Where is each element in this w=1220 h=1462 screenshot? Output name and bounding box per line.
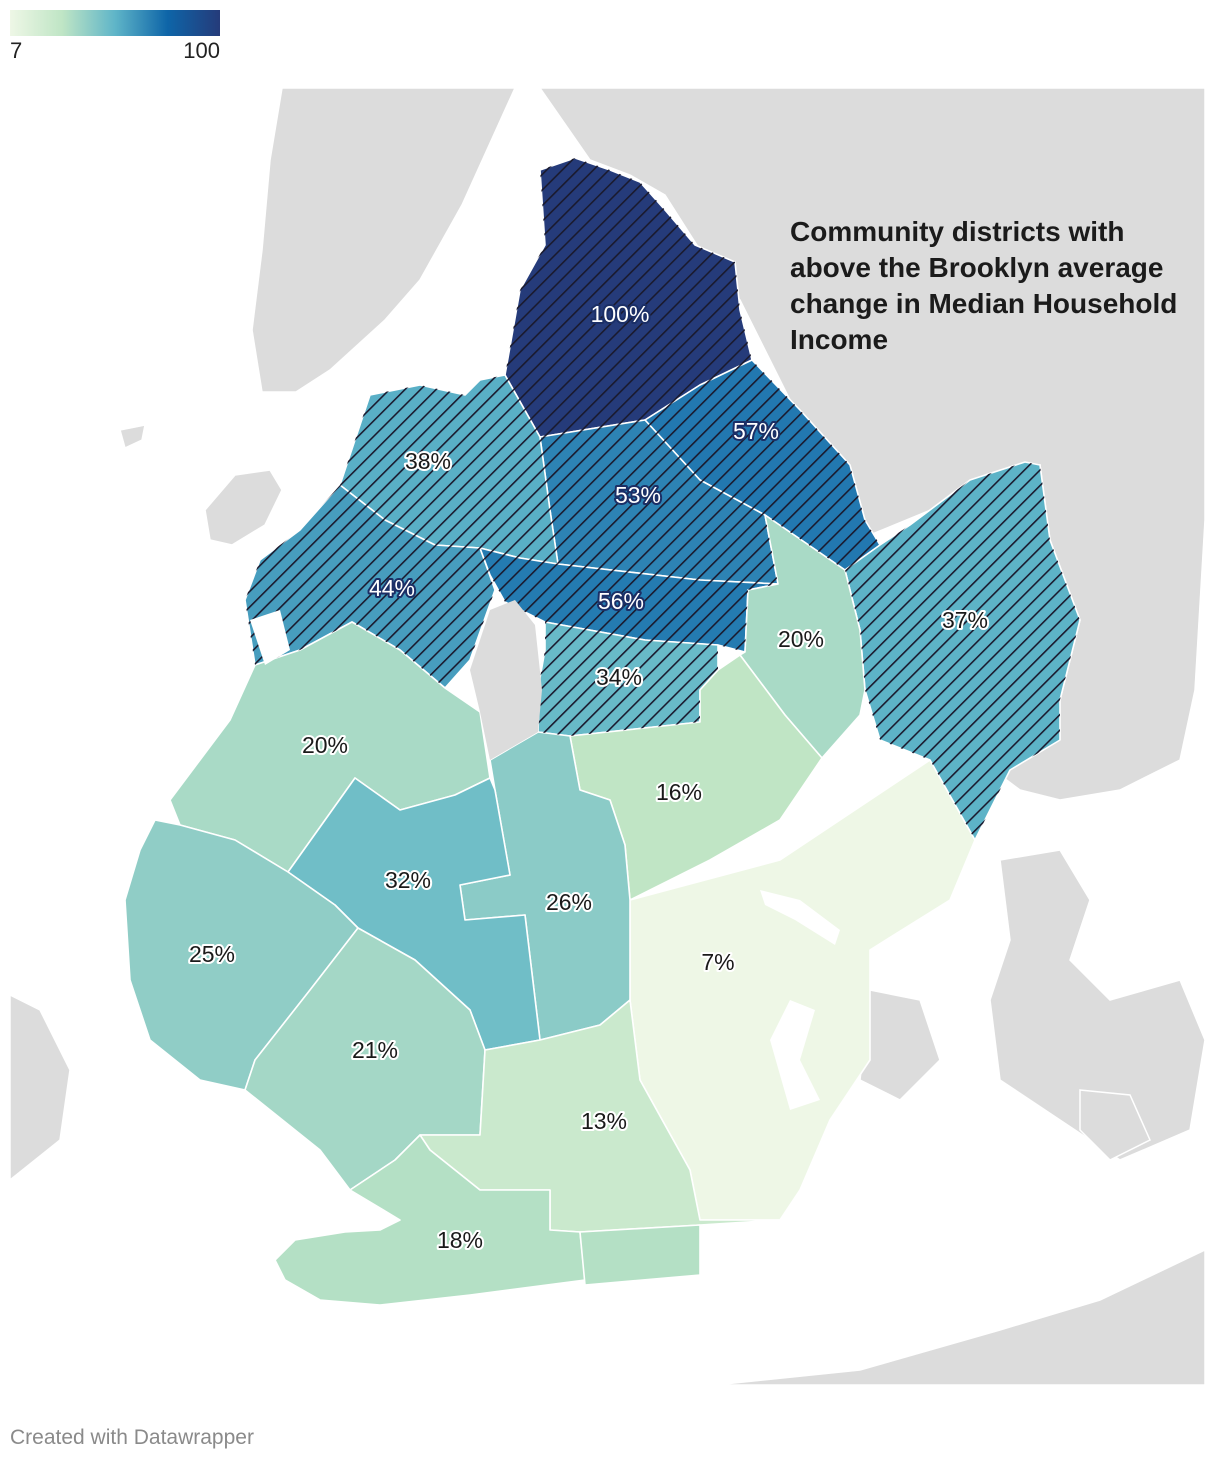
color-legend: 7 100 — [10, 10, 220, 63]
staten-island-land — [9, 993, 71, 1182]
district-label-sunset-park: 20% — [302, 732, 348, 758]
hatch-crown-heights-north — [480, 548, 778, 652]
above-average-hatching — [245, 158, 1080, 840]
hatch-downtown-brooklyn — [340, 375, 558, 564]
district-label-flatbush: 26% — [546, 889, 592, 915]
district-brownsville[interactable] — [739, 514, 866, 759]
hatch-park-slope — [245, 485, 495, 688]
district-label-downtown-brooklyn: 38% — [405, 448, 451, 474]
small-island — [119, 424, 146, 450]
legend-max-label: 100 — [183, 38, 220, 63]
district-label-bay-ridge: 25% — [189, 941, 235, 967]
district-label-bushwick: 57% — [733, 418, 779, 444]
hatch-east-new-york — [845, 462, 1080, 840]
hatch-bushwick — [645, 360, 880, 570]
district-manhattan-beach[interactable] — [579, 1224, 701, 1286]
paerdegat-basin — [770, 1000, 820, 1110]
district-labels: 100% 57% 53% 38% 44% 56% 34% 37% 20% 20% 32% 26% 16%… — [187, 299, 990, 1255]
hatch-crown-heights-south — [538, 622, 718, 736]
jamaica-bay-marsh — [989, 849, 1206, 1161]
district-label-crown-heights-south: 34% — [596, 664, 642, 690]
district-label-borough-park: 32% — [385, 867, 431, 893]
jamaica-bay-island — [859, 989, 941, 1101]
district-label-crown-heights-north: 56% — [598, 588, 644, 614]
legend-ticks: 7 100 — [10, 36, 220, 63]
governors-island — [204, 469, 283, 546]
district-label-east-flatbush: 16% — [656, 779, 702, 805]
district-label-coney-island: 18% — [437, 1227, 483, 1253]
gowanus-inlet — [250, 610, 290, 665]
rockaway-land — [714, 1248, 1206, 1386]
hatch-bedford-stuyvesant — [540, 420, 778, 584]
district-coney-island[interactable] — [274, 1134, 586, 1306]
district-label-canarsie: 7% — [701, 949, 734, 975]
prospect-park-gap — [470, 600, 542, 760]
district-label-sheepshead-bay: 13% — [581, 1108, 627, 1134]
credit-footer: Created with Datawrapper — [10, 1426, 254, 1449]
map-annotation: Community districts with above the Brook… — [790, 216, 1178, 355]
legend-min-label: 7 — [10, 38, 23, 63]
district-label-bensonhurst: 21% — [352, 1037, 398, 1063]
district-label-bedford-stuyvesant: 53% — [615, 482, 661, 508]
district-label-greenpoint-williamsburg: 100% — [591, 301, 650, 327]
jamaica-bay-island-2 — [1079, 1089, 1151, 1161]
manhattan-land — [251, 87, 517, 393]
legend-gradient-bar — [10, 10, 220, 36]
district-label-east-new-york: 37% — [942, 607, 988, 633]
district-label-brownsville: 20% — [778, 626, 824, 652]
district-label-park-slope: 44% — [369, 575, 415, 601]
hatch-greenpoint-williamsburg — [505, 158, 752, 437]
bergen-beach-inlet — [760, 890, 840, 945]
water-features — [250, 600, 840, 1110]
surrounding-land — [9, 87, 1206, 1386]
